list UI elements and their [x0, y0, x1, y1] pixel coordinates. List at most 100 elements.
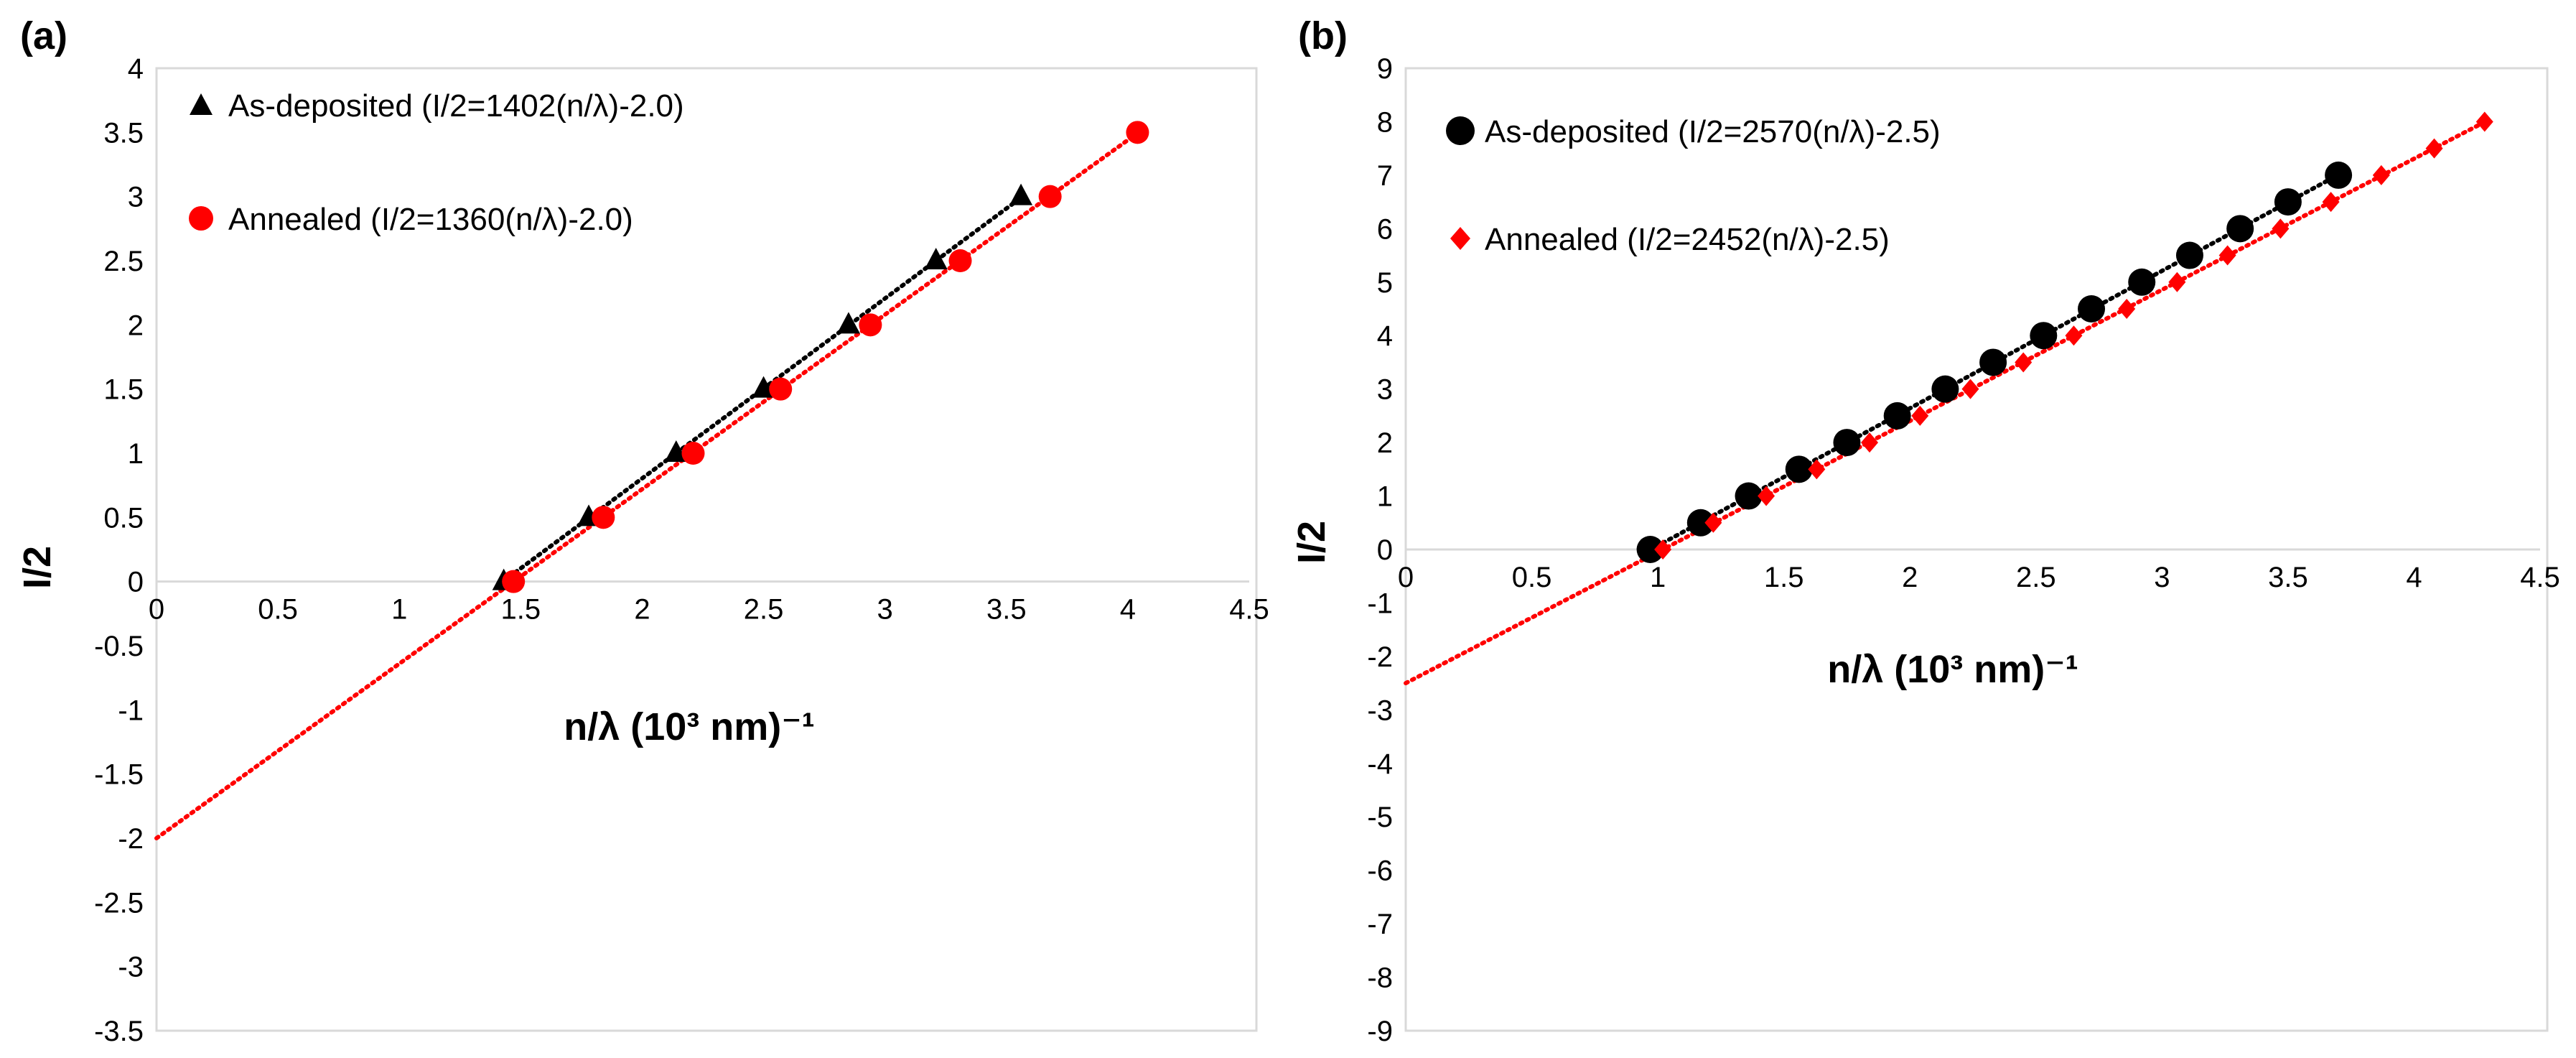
panel-b-series-0-point [2226, 215, 2254, 243]
panel-b-series-1-point [2065, 325, 2083, 346]
panel-a-x-tick-label: 2.5 [744, 594, 784, 626]
panel-b-y-tick-label: 7 [1377, 160, 1393, 192]
panel-a-x-tick-label: 2 [634, 594, 650, 626]
panel-b-y-tick-label: 9 [1377, 53, 1393, 85]
panel-a-y-tick-label: 0 [128, 567, 144, 598]
panel-a-series-1-point [1038, 185, 1062, 208]
panel-b-x-tick-label: 3 [2154, 562, 2170, 593]
panel-b-series-0-point [2078, 295, 2106, 322]
panel-b-x-tick-label: 1 [1650, 562, 1666, 593]
panel-b-legend: As-deposited (I/2=2570(n/λ)-2.5) Anneale… [1446, 114, 1941, 257]
panel-a-y-tick-label: 2.5 [103, 246, 144, 277]
panel-b-series-0-point [1686, 509, 1714, 537]
panel-b-series-1-point [2322, 192, 2340, 213]
panel-b-y-tick-label: 8 [1377, 106, 1393, 138]
panel-a-y-tick-label: -3.5 [94, 1016, 144, 1047]
panel-a-y-tick-label: 4 [128, 53, 144, 85]
panel-b-series-1-point [2168, 272, 2186, 292]
panel-b-series-1-point [2425, 138, 2443, 159]
panel-b-y-axis-label: I/2 [1290, 521, 1333, 564]
panel-b-series-0-point [1931, 375, 1959, 403]
panel-b-y-tick-label: 2 [1377, 427, 1393, 459]
panel-b-x-axis-label: n/λ (10³ nm)⁻¹ [1827, 648, 2078, 691]
panel-a-y-tick-label: 0.5 [103, 502, 144, 534]
panel-a-legend-marker-as-deposited [190, 93, 213, 115]
panel-b-y-tick-label: -5 [1367, 802, 1393, 833]
panel-b-y-tick-label: 1 [1377, 481, 1393, 513]
panel-b-series-0-point [2274, 188, 2302, 216]
panel-b-x-tick-label: 0 [1398, 562, 1414, 593]
panel-b-series-0-point [2325, 161, 2353, 189]
panel-a-series-1-point [681, 442, 705, 465]
panel-b-series-1-point [2272, 218, 2290, 239]
panel-a-y-tick-label: -2.5 [94, 887, 144, 919]
panel-b-series-1-point [1704, 512, 1722, 533]
panel-b-series-1-point [2015, 352, 2033, 373]
panel-b-y-tick-label: -9 [1367, 1016, 1393, 1047]
panel-b-series-0-point [1883, 402, 1911, 430]
panel-a-legend: As-deposited (I/2=1402(n/λ)-2.0) Anneale… [189, 88, 684, 237]
panel-a-x-tick-label: 3.5 [986, 594, 1027, 626]
panel-b-series-1-point [2118, 299, 2136, 319]
panel-b-series-1-point [1911, 405, 1929, 426]
panel-a-trendline-series-1 [154, 131, 1140, 840]
panel-b-y-tick-label: 5 [1377, 267, 1393, 299]
panel-b-x-tick-label: 4.5 [2520, 562, 2560, 593]
panel-a-y-tick-label: 3 [128, 182, 144, 213]
panel-b-y-tick-label: -8 [1367, 962, 1393, 994]
panel-a-label: (a) [20, 14, 67, 57]
panel-b-legend-marker-annealed [1450, 227, 1470, 250]
panel-a-legend-as-deposited: As-deposited (I/2=1402(n/λ)-2.0) [228, 88, 684, 124]
panel-a-series-1-point [948, 249, 972, 272]
panel-a-series-0-point [924, 248, 948, 269]
panel-b-series-1-point [2372, 164, 2390, 185]
panel-a-y-axis-label: I/2 [16, 546, 59, 589]
panel-b-x-tick-label: 2 [1902, 562, 1918, 593]
panel-a-y-tick-label: 3.5 [103, 117, 144, 149]
panel-b-series-1-point [2218, 245, 2236, 266]
panel-b-series-0-point [2128, 268, 2156, 296]
panel-b-y-tick-label: 6 [1377, 213, 1393, 245]
panel-a-x-tick-label: 4 [1120, 594, 1136, 626]
panel-b-series-1-point [1808, 459, 1826, 480]
panel-b-x-tick-label: 1.5 [1764, 562, 1804, 593]
panel-a-series-1-point [502, 570, 526, 593]
panel-b-series-0-point [1979, 348, 2007, 376]
panel-b-series-1-point [2475, 111, 2493, 132]
panel-a-y-tick-label: -1.5 [94, 759, 144, 791]
panel-b-legend-annealed: Annealed (I/2=2452(n/λ)-2.5) [1485, 222, 1890, 257]
panel-a-x-tick-label: 0.5 [258, 594, 298, 626]
panel-b-y-tick-label: -6 [1367, 855, 1393, 887]
panel-b-y-tick-label: 4 [1377, 320, 1393, 352]
panel-b-x-tick-label: 3.5 [2268, 562, 2308, 593]
panel-a-y-tick-label: 2 [128, 310, 144, 341]
panel-a-x-tick-label: 1 [391, 594, 407, 626]
panel-b-series-1-point [1961, 379, 1979, 399]
panel-b-y-tick-label: -3 [1367, 695, 1393, 726]
panel-b-x-tick-label: 4 [2406, 562, 2422, 593]
panel-b-legend-as-deposited: As-deposited (I/2=2570(n/λ)-2.5) [1485, 114, 1941, 149]
panel-b-y-tick-label: -1 [1367, 588, 1393, 619]
panel-a-legend-annealed: Annealed (I/2=1360(n/λ)-2.0) [228, 202, 633, 237]
panel-b-y-tick-label: 0 [1377, 534, 1393, 566]
panel-a-series-1-point [859, 313, 882, 337]
panel-a-series-0-point [836, 312, 860, 334]
panel-a-y-tick-label: 1.5 [103, 374, 144, 406]
panel-a-x-tick-label: 4.5 [1229, 594, 1269, 626]
panel-b-series-0-point [2175, 241, 2203, 269]
panel-b-series-0-point [2030, 322, 2058, 350]
panel-b-series-0-point [1833, 429, 1861, 457]
panel-a-y-tick-label: -0.5 [94, 631, 144, 662]
panel-a-plot-frame [155, 67, 1258, 1032]
panel-a-series-1-point [769, 377, 793, 401]
panel-b-y-tick-label: -4 [1367, 748, 1393, 780]
panel-a-x-tick-label: 0 [149, 594, 164, 626]
panel-a-series-0-point [752, 376, 775, 398]
panel-a-series-0-point [664, 440, 688, 462]
panel-b-y-tick-label: 3 [1377, 374, 1393, 406]
panel-a-series-0-point [1009, 183, 1033, 205]
panel-a-y-tick-label: -2 [118, 823, 144, 855]
panel-b-series-0-point [1785, 455, 1813, 483]
panel-a-y-tick-label: 1 [128, 438, 144, 470]
